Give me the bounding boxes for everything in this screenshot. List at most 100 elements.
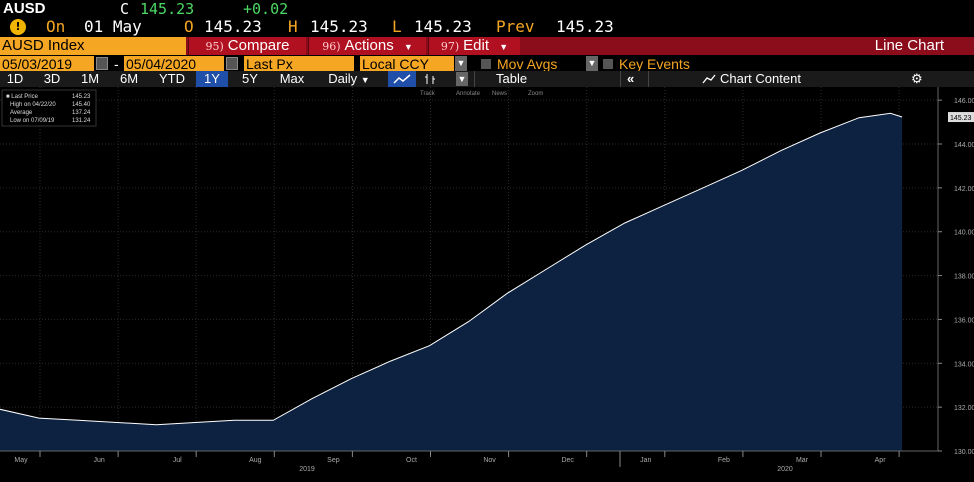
open-label: O: [184, 17, 194, 36]
high-value: 145.23: [310, 17, 368, 36]
index-label: AUSD Index: [2, 37, 85, 54]
field-select[interactable]: Last Px: [244, 56, 354, 72]
period-bar: 1D 3D 1M 6M YTD 1Y 5Y Max Daily ▼ ▼ Tabl…: [0, 71, 974, 87]
compare-num: 95): [205, 40, 224, 53]
frequency-select[interactable]: Daily ▼: [316, 71, 382, 87]
legend-label: Average: [10, 110, 33, 116]
start-date-field[interactable]: 05/03/2019: [0, 56, 94, 72]
low-label: L: [392, 17, 402, 36]
actions-num: 96): [322, 40, 341, 53]
alert-icon[interactable]: !: [10, 19, 26, 35]
start-calendar-icon[interactable]: [96, 57, 108, 70]
frequency-label: Daily: [328, 71, 358, 86]
bar-style-button[interactable]: [418, 71, 442, 87]
last-value-label: 145.23: [950, 115, 972, 122]
period-ytd[interactable]: YTD: [159, 71, 185, 86]
actions-label: Actions: [344, 37, 394, 54]
x-tick-label: Jul: [173, 457, 182, 464]
actions-caret-icon: ▼: [403, 42, 413, 52]
x-tick-label: Apr: [875, 457, 887, 464]
chart-content-icon: [702, 74, 716, 84]
edit-label: Edit: [463, 37, 490, 54]
period-1m[interactable]: 1M: [80, 71, 100, 86]
frequency-caret-icon: ▼: [360, 75, 370, 85]
table-button[interactable]: Table: [496, 71, 528, 86]
period-1d[interactable]: 1D: [6, 71, 24, 86]
close-label: C: [120, 0, 130, 18]
legend-value: 137.24: [72, 110, 91, 116]
chart-tool-annotate[interactable]: Annotate: [456, 91, 481, 97]
series-area: [0, 113, 903, 452]
quote-header: AUSD C 145.23 +0.02: [0, 0, 974, 18]
compare-button[interactable]: 95) Compare: [188, 37, 306, 55]
y-tick-label: 140.00: [954, 230, 974, 237]
x-tick-label: Jun: [93, 457, 104, 464]
chart-type-title: Line Chart: [874, 37, 944, 54]
options-row: 05/03/2019 - 05/04/2020 Last Px Local CC…: [0, 56, 974, 72]
series-line: [0, 112, 903, 426]
legend-value: 131.24: [72, 118, 91, 124]
mov-avgs-dropdown-icon[interactable]: ▼: [586, 56, 598, 71]
key-events-checkbox[interactable]: [603, 59, 613, 69]
separator: [620, 71, 621, 87]
legend-value: 145.23: [72, 94, 91, 100]
line-style-button[interactable]: [388, 71, 416, 87]
low-value: 145.23: [414, 17, 472, 36]
x-tick-label: Oct: [406, 457, 417, 464]
prev-value: 145.23: [556, 17, 614, 36]
y-tick-label: 138.00: [954, 274, 974, 281]
collapse-icon[interactable]: «: [627, 71, 635, 86]
actions-button[interactable]: 96) Actions ▼: [308, 37, 426, 55]
y-tick-label: 130.00: [954, 449, 974, 456]
chart-area[interactable]: 130.00 132.00 134.00 136.00 138.00 140.00 142.…: [0, 87, 974, 477]
y-tick-label: 144.00: [954, 142, 974, 149]
x-tick-label: Sep: [327, 457, 340, 464]
y-tick-label: 132.00: [954, 405, 974, 412]
chart-tool-zoom[interactable]: Zoom: [528, 91, 543, 97]
x-tick-label: Aug: [249, 457, 262, 464]
separator: [474, 71, 475, 87]
chart-content-button[interactable]: Chart Content: [720, 71, 801, 86]
index-field[interactable]: AUSD Index: [0, 37, 186, 55]
chart-tool-track[interactable]: Track: [420, 91, 436, 97]
x-tick-label: Nov: [483, 457, 496, 464]
mov-avgs-checkbox[interactable]: [481, 59, 491, 69]
period-6m[interactable]: 6M: [119, 71, 139, 86]
currency-select[interactable]: Local CCY: [360, 56, 454, 72]
change-value: +0.02: [243, 0, 289, 18]
line-chart: 130.00 132.00 134.00 136.00 138.00 140.00 142.…: [0, 87, 974, 477]
currency-dropdown-icon[interactable]: ▼: [455, 56, 467, 71]
y-tick-label: 146.00: [954, 98, 974, 105]
period-5y[interactable]: 5Y: [242, 71, 258, 86]
bar-chart-icon: [425, 74, 435, 84]
style-dropdown-icon[interactable]: ▼: [456, 72, 468, 86]
mov-avgs-label: Mov Avgs: [497, 56, 558, 72]
edit-caret-icon: ▼: [499, 42, 509, 52]
x-tick-label: May: [14, 457, 28, 464]
last-value-badge: [948, 112, 974, 123]
period-3d[interactable]: 3D: [43, 71, 61, 86]
chart-tool-news[interactable]: News: [492, 91, 507, 97]
period-1y[interactable]: 1Y: [196, 71, 228, 87]
on-label: On: [46, 17, 66, 36]
settings-gear-icon[interactable]: ⚙: [911, 71, 923, 86]
ohlc-row: ! On 01 May O 145.23 H 145.23 L 145.23 P…: [0, 17, 974, 37]
high-label: H: [288, 17, 298, 36]
quote-date: 01 May: [84, 17, 142, 36]
legend-label: Low on 07/09/19: [10, 118, 55, 124]
x-tick-label: Dec: [561, 457, 574, 464]
period-max[interactable]: Max: [279, 71, 305, 86]
key-events-label: Key Events: [619, 56, 690, 72]
edit-num: 97): [440, 40, 460, 53]
edit-button[interactable]: 97) Edit ▼: [428, 37, 520, 55]
y-tick-label: 134.00: [954, 361, 974, 368]
end-date-field[interactable]: 05/04/2020: [124, 56, 224, 72]
legend-box: [1, 89, 97, 127]
toolbar: AUSD Index 95) Compare 96) Actions ▼ 97) Ed…: [0, 37, 974, 55]
prev-label: Prev: [496, 17, 535, 36]
close-value: 145.23: [140, 0, 195, 18]
legend-label: High on 04/22/20: [10, 102, 56, 108]
y-tick-label: 142.00: [954, 186, 974, 193]
year-label: 2019: [299, 466, 315, 473]
end-calendar-icon[interactable]: [226, 57, 238, 70]
